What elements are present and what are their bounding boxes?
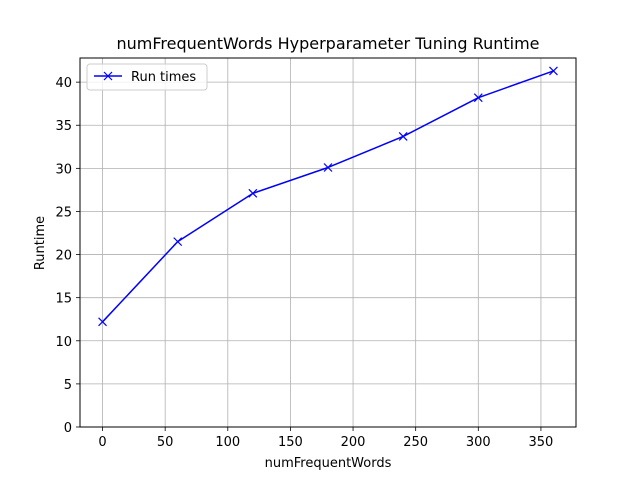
x-tick-label: 300 [466, 435, 491, 450]
series-line [101, 70, 554, 323]
x-tick-label: 0 [98, 435, 106, 450]
x-tick-label: 350 [529, 435, 554, 450]
x-axis: 0 50 100 150 200 250 300 350 [98, 427, 553, 450]
data-point [323, 163, 333, 172]
data-point [398, 132, 408, 141]
legend-label: Run times [131, 70, 196, 85]
y-tick-label: 35 [55, 119, 72, 134]
data-point [473, 93, 483, 103]
legend: Run times [86, 63, 208, 91]
y-tick-label: 30 [55, 162, 72, 177]
y-tick-label: 25 [55, 205, 72, 220]
y-tick-label: 10 [55, 335, 72, 350]
y-axis-title: Runtime [33, 216, 48, 270]
data-point [248, 188, 258, 198]
legend-marker-swatch [103, 71, 113, 81]
y-axis: 0 5 10 15 20 25 30 35 40 [55, 76, 80, 436]
x-tick-label: 200 [341, 435, 366, 450]
y-tick-label: 15 [55, 292, 72, 307]
y-tick-label: 40 [55, 76, 72, 91]
x-tick-label: 250 [403, 435, 428, 450]
x-axis-title: numFrequentWords [265, 456, 392, 471]
legend-marker [103, 71, 113, 81]
data-point [549, 66, 558, 76]
data-point [173, 237, 183, 247]
y-tick-label: 0 [64, 421, 72, 436]
x-tick-label: 50 [157, 435, 174, 450]
y-tick-label: 20 [55, 249, 72, 264]
plot-frame [79, 57, 577, 428]
x-tick-label: 150 [278, 435, 303, 450]
data-point [98, 317, 107, 327]
legend-box [86, 63, 208, 91]
x-tick-label: 100 [215, 435, 240, 450]
chart-title: numFrequentWords Hyperparameter Tuning R… [117, 34, 540, 53]
series-layer [98, 66, 558, 327]
y-tick-label: 5 [64, 378, 72, 393]
grid [80, 58, 576, 428]
